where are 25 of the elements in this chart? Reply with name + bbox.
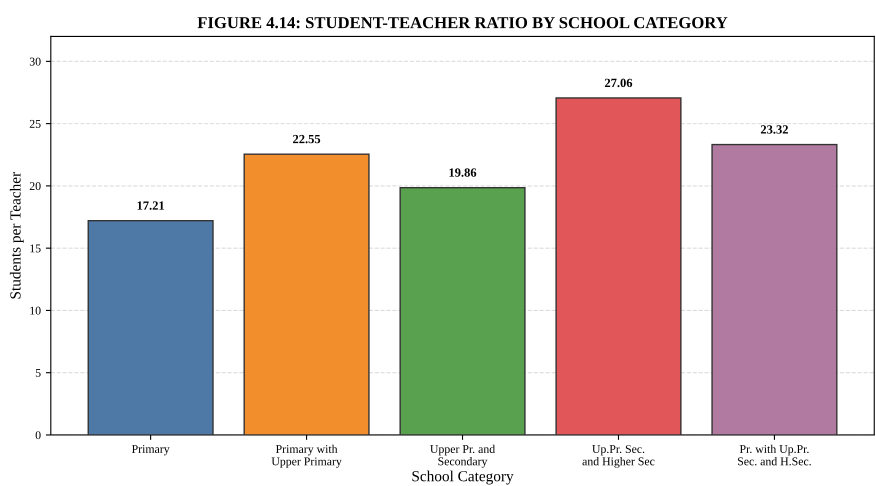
y-tick-label: 25 (30, 120, 41, 128)
bar (555, 97, 682, 435)
bar (711, 144, 838, 435)
y-tick-label: 10 (30, 306, 41, 315)
y-tick-label: 15 (30, 244, 41, 252)
data-label: 22.55 (293, 134, 320, 144)
x-tick-label: Primary with Upper Primary (272, 444, 342, 468)
bar (88, 220, 214, 435)
y-tick-label: 5 (36, 369, 41, 377)
bar (243, 153, 370, 435)
y-tick-label: 0 (36, 431, 41, 440)
data-label: 27.06 (604, 78, 632, 88)
x-tick-label: Pr. with Up.Pr. Sec. and H.Sec. (738, 444, 811, 466)
y-tick-label: 20 (30, 182, 41, 190)
bar (399, 186, 526, 435)
data-label: 19.86 (449, 168, 476, 177)
x-tick-label: Upper Pr. and Secondary (430, 444, 496, 468)
x-tick-label: Primary (132, 445, 170, 456)
x-axis-title: School Category (412, 470, 514, 484)
data-label: 17.21 (138, 201, 164, 210)
y-axis-title: Students per Teacher (10, 172, 24, 298)
data-label: 23.32 (760, 125, 788, 134)
y-tick-label: 30 (30, 58, 41, 66)
x-tick-label: Up.Pr. Sec. and Higher Sec (582, 445, 655, 468)
chart-title: FIGURE 4.14: STUDENT-TEACHER RATIO BY SCHOOL CATEGORY (198, 17, 728, 28)
